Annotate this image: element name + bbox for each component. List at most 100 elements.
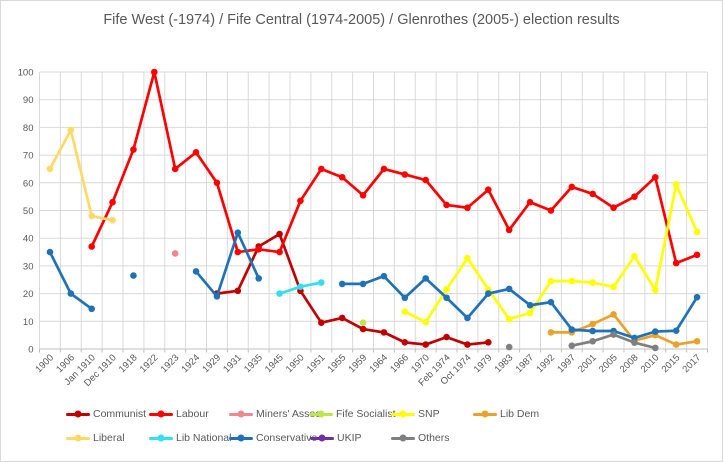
data-point-conservative: [88, 305, 95, 313]
data-point-conservative: [568, 326, 576, 333]
legend-marker-icon: [229, 410, 253, 418]
data-point-conservative: [338, 280, 346, 288]
data-point-snp: [589, 279, 596, 286]
data-point-labour: [401, 171, 409, 178]
y-axis-label: 40: [23, 234, 34, 245]
data-point-miners-assoc: [171, 250, 179, 257]
x-axis-label: 2015: [660, 352, 683, 375]
data-point-conservative: [652, 328, 659, 335]
data-point-communist: [276, 230, 283, 238]
data-point-conservative: [672, 327, 680, 335]
data-point-labour: [652, 173, 659, 181]
data-point-conservative: [130, 272, 137, 279]
data-point-conservative: [234, 229, 242, 236]
data-point-communist: [401, 339, 409, 346]
x-axis-label: 2017: [680, 352, 703, 375]
data-point-snp: [505, 315, 513, 323]
legend-item-ukip: UKIP: [310, 431, 362, 445]
x-axis-label: 1997: [555, 352, 578, 375]
data-point-conservative: [631, 334, 638, 342]
data-point-lib-national: [318, 279, 325, 286]
x-axis-label: 1979: [472, 352, 495, 375]
data-point-communist: [318, 319, 325, 326]
data-point-labour: [359, 191, 367, 199]
legend-label: Lib Dem: [500, 408, 540, 420]
data-point-lib-national: [297, 283, 304, 290]
legend-marker-icon: [309, 410, 333, 418]
series-line-conservative: [48, 250, 94, 311]
data-point-conservative: [443, 294, 450, 302]
data-point-others: [631, 339, 638, 346]
data-point-conservative: [401, 294, 409, 302]
legend-label: Liberal: [93, 432, 125, 444]
data-point-snp: [693, 228, 701, 236]
data-point-snp: [547, 277, 555, 285]
data-point-conservative: [485, 290, 492, 297]
y-axis-label: 80: [23, 123, 34, 134]
data-point-labour: [464, 204, 471, 212]
data-point-communist: [380, 329, 388, 336]
data-point-conservative: [422, 275, 429, 282]
data-point-conservative: [547, 298, 555, 306]
chart-title: Fife West (-1974) / Fife Central (1974-2…: [103, 12, 620, 28]
x-axis-label: 1966: [388, 352, 411, 375]
series-line-conservative: [194, 231, 261, 298]
data-point-snp: [401, 308, 409, 315]
data-point-liberal: [88, 212, 95, 220]
data-point-conservative: [380, 272, 388, 280]
data-point-labour: [505, 226, 513, 234]
data-point-labour: [109, 198, 116, 206]
data-point-communist: [234, 287, 242, 295]
data-point-labour: [547, 207, 555, 214]
data-point-snp: [631, 252, 638, 260]
data-point-labour: [693, 251, 701, 259]
data-point-labour: [485, 186, 492, 194]
x-axis-label: 1918: [117, 352, 140, 375]
legend-marker-icon: [391, 410, 415, 418]
data-point-labour: [443, 201, 450, 209]
legend-item-conservative: Conservative: [229, 431, 317, 445]
data-point-labour: [255, 245, 262, 253]
data-point-labour: [318, 165, 325, 173]
legend-item-fife-socialist: Fife Socialist: [309, 407, 396, 421]
data-point-snp: [652, 286, 659, 294]
legend-marker-icon: [66, 410, 90, 418]
data-point-lib-dem: [547, 329, 555, 336]
x-axis-label: 1955: [326, 352, 349, 375]
legend-item-snp: SNP: [391, 407, 440, 421]
x-axis-label: 2008: [618, 352, 641, 375]
data-point-conservative: [505, 285, 513, 293]
data-point-lib-dem: [610, 311, 617, 318]
legend-label: Miners' Assoc: [256, 408, 321, 420]
data-point-snp: [443, 286, 450, 293]
data-point-others: [589, 337, 596, 345]
data-point-conservative: [693, 293, 701, 301]
legend-label: Labour: [176, 408, 209, 420]
data-point-conservative: [46, 248, 54, 256]
x-axis-label: 1931: [221, 352, 244, 375]
data-point-labour: [589, 190, 596, 198]
y-axis-label: 0: [28, 345, 33, 356]
series-line-conservative: [340, 274, 699, 340]
legend-label: SNP: [418, 408, 440, 420]
x-axis-label: 1959: [346, 352, 369, 375]
x-axis-label: 1950: [284, 352, 307, 375]
data-point-conservative: [526, 301, 534, 309]
x-axis-label: 1900: [33, 352, 56, 375]
x-axis-label: 2010: [639, 352, 662, 375]
data-point-others: [505, 343, 513, 351]
legend-item-miners-assoc: Miners' Assoc: [229, 407, 320, 421]
y-axis-label: 50: [23, 206, 34, 217]
y-axis-label: 30: [23, 261, 34, 272]
data-point-lib-dem: [693, 337, 701, 345]
legend-label: Conservative: [256, 432, 318, 444]
data-point-conservative: [67, 290, 75, 297]
x-axis-label: 1922: [138, 352, 161, 375]
data-point-labour: [338, 173, 346, 181]
y-axis-label: 10: [23, 317, 34, 328]
data-point-labour: [234, 248, 242, 256]
x-axis-label: 1923: [159, 352, 182, 375]
x-axis-label: 1987: [513, 352, 536, 375]
